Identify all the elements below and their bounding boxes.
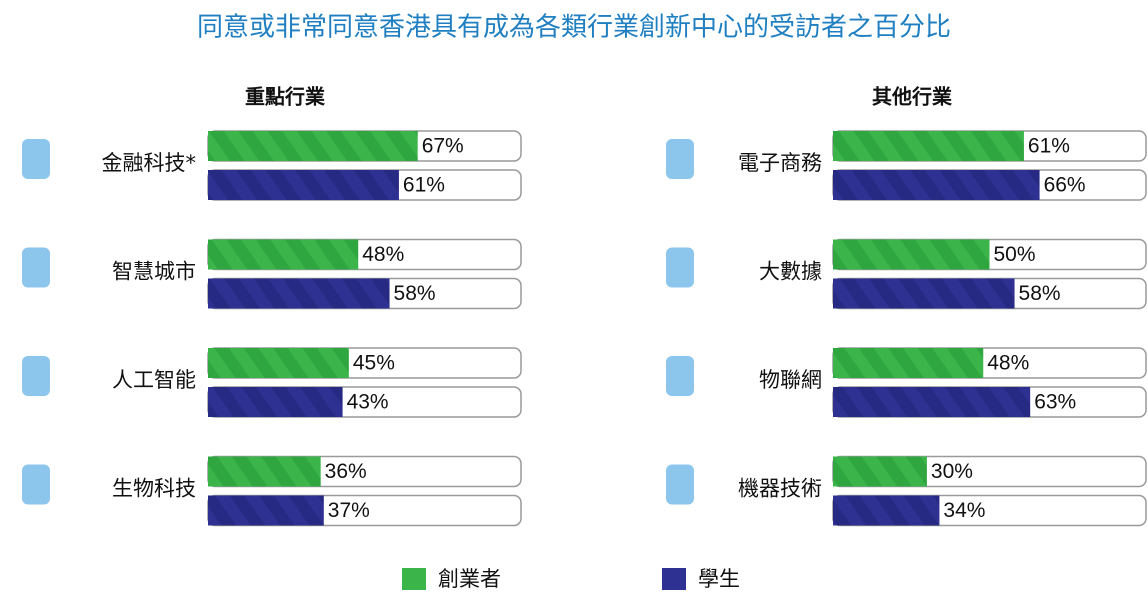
chart-title: 同意或非常同意香港具有成為各類行業創新中心的受訪者之百分比 [197,13,951,43]
bar [833,170,1040,200]
bar [833,387,1031,417]
bar [833,131,1024,161]
value-label: 48% [362,243,404,266]
bar [208,278,390,309]
value-label: 67% [422,135,464,158]
value-label: 34% [943,499,985,522]
icon [666,247,694,288]
value-label: 36% [325,460,367,483]
bar [208,170,399,200]
value-label: 50% [994,243,1036,266]
category-label: 金融科技* [102,151,197,175]
value-label: 37% [328,499,370,522]
icon [22,247,50,288]
category-label: 機器技術 [738,477,822,501]
category-label: 大數據 [759,260,822,284]
bar [208,348,349,378]
value-label: 48% [987,352,1029,375]
value-label: 30% [931,460,973,483]
bar [208,131,418,161]
panel-title: 其他行業 [872,85,953,109]
icon [22,356,50,396]
value-label: 61% [1028,135,1070,158]
bar [833,239,990,270]
category-label: 電子商務 [738,151,822,175]
bar [833,278,1015,309]
icon [666,356,694,396]
legend-swatch [662,568,686,590]
legend-label: 創業者 [438,567,501,591]
bar [208,495,324,526]
value-label: 63% [1034,391,1076,414]
value-label: 66% [1044,174,1086,197]
icon [22,139,50,179]
legend-swatch [402,568,426,590]
bar [833,495,940,526]
bar [833,456,927,487]
category-label: 物聯網 [759,368,822,392]
category-label: 生物科技 [112,477,196,501]
legend-label: 學生 [698,567,740,591]
value-label: 58% [1019,282,1061,305]
value-label: 61% [403,174,445,197]
value-label: 58% [394,282,436,305]
category-label: 人工智能 [112,368,196,392]
category-label: 智慧城市 [112,260,196,284]
value-label: 43% [347,391,389,414]
bar [208,239,359,270]
bar [208,387,343,417]
icon [22,464,50,505]
icon [666,464,694,505]
bar [833,348,984,378]
icon [666,139,694,179]
panel-title: 重點行業 [245,85,326,109]
bar [208,456,321,487]
value-label: 45% [353,352,395,375]
